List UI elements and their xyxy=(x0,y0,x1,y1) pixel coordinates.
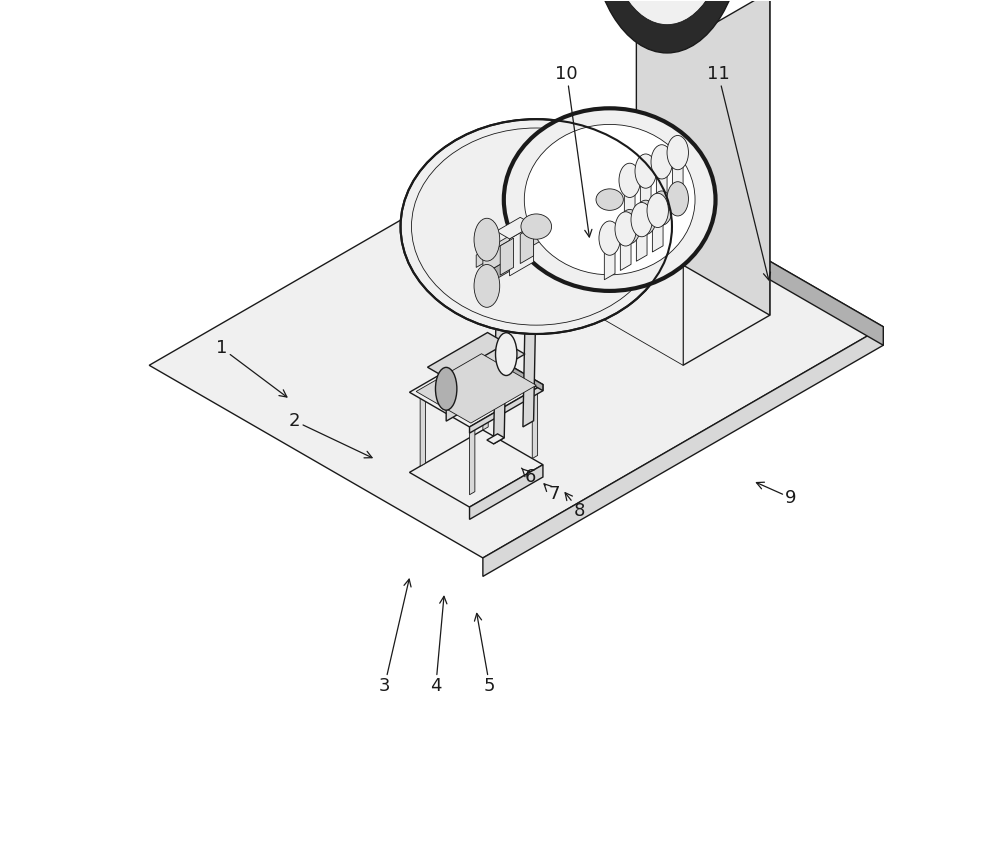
Polygon shape xyxy=(604,232,615,280)
Polygon shape xyxy=(652,204,663,252)
Polygon shape xyxy=(420,395,425,466)
Polygon shape xyxy=(476,136,683,267)
Polygon shape xyxy=(550,0,770,41)
Polygon shape xyxy=(636,0,770,315)
Text: 1: 1 xyxy=(216,339,287,397)
Ellipse shape xyxy=(599,221,620,255)
Polygon shape xyxy=(470,385,543,433)
Ellipse shape xyxy=(619,210,640,244)
Ellipse shape xyxy=(631,203,652,237)
Ellipse shape xyxy=(635,200,656,235)
Polygon shape xyxy=(659,212,707,263)
Ellipse shape xyxy=(521,214,552,239)
Polygon shape xyxy=(494,300,507,444)
Polygon shape xyxy=(409,430,543,507)
Ellipse shape xyxy=(504,108,716,291)
Polygon shape xyxy=(483,202,576,274)
Text: 5: 5 xyxy=(474,613,495,696)
Text: 2: 2 xyxy=(289,412,372,458)
Text: 10: 10 xyxy=(555,65,592,237)
Ellipse shape xyxy=(496,332,517,375)
Ellipse shape xyxy=(474,265,500,308)
Polygon shape xyxy=(550,143,683,365)
Polygon shape xyxy=(427,332,525,389)
Ellipse shape xyxy=(615,212,636,246)
Polygon shape xyxy=(640,168,651,221)
Polygon shape xyxy=(446,344,506,421)
Polygon shape xyxy=(523,283,536,427)
Polygon shape xyxy=(520,227,534,264)
Text: 6: 6 xyxy=(522,467,536,485)
Polygon shape xyxy=(416,354,536,423)
Ellipse shape xyxy=(635,154,656,188)
Ellipse shape xyxy=(524,125,695,275)
Ellipse shape xyxy=(596,189,623,210)
Ellipse shape xyxy=(590,0,744,53)
Polygon shape xyxy=(483,359,488,430)
Ellipse shape xyxy=(651,191,672,225)
Polygon shape xyxy=(470,423,475,495)
Polygon shape xyxy=(476,159,683,290)
Ellipse shape xyxy=(607,0,727,25)
Polygon shape xyxy=(496,217,534,239)
Ellipse shape xyxy=(401,119,672,334)
Polygon shape xyxy=(500,238,514,275)
Polygon shape xyxy=(620,222,631,271)
Polygon shape xyxy=(676,0,763,46)
Polygon shape xyxy=(483,350,543,391)
Polygon shape xyxy=(409,350,543,427)
Polygon shape xyxy=(532,387,538,459)
Polygon shape xyxy=(149,134,883,558)
Polygon shape xyxy=(636,214,647,261)
Text: 4: 4 xyxy=(430,596,447,696)
Ellipse shape xyxy=(619,163,640,198)
Ellipse shape xyxy=(474,218,500,261)
Ellipse shape xyxy=(435,368,457,411)
Text: 11: 11 xyxy=(707,65,771,280)
Text: 3: 3 xyxy=(379,579,411,696)
Ellipse shape xyxy=(521,214,552,239)
Polygon shape xyxy=(656,159,667,211)
Text: 8: 8 xyxy=(565,493,585,520)
Ellipse shape xyxy=(651,144,672,179)
Polygon shape xyxy=(624,177,635,229)
Ellipse shape xyxy=(667,182,688,216)
Ellipse shape xyxy=(647,193,668,228)
Polygon shape xyxy=(683,0,770,365)
Polygon shape xyxy=(550,134,883,345)
Ellipse shape xyxy=(667,136,688,170)
Polygon shape xyxy=(483,326,883,576)
Polygon shape xyxy=(470,465,543,520)
Polygon shape xyxy=(510,225,534,276)
Polygon shape xyxy=(487,434,504,444)
Polygon shape xyxy=(672,149,683,202)
Text: 9: 9 xyxy=(756,482,797,507)
Text: 7: 7 xyxy=(544,484,560,503)
